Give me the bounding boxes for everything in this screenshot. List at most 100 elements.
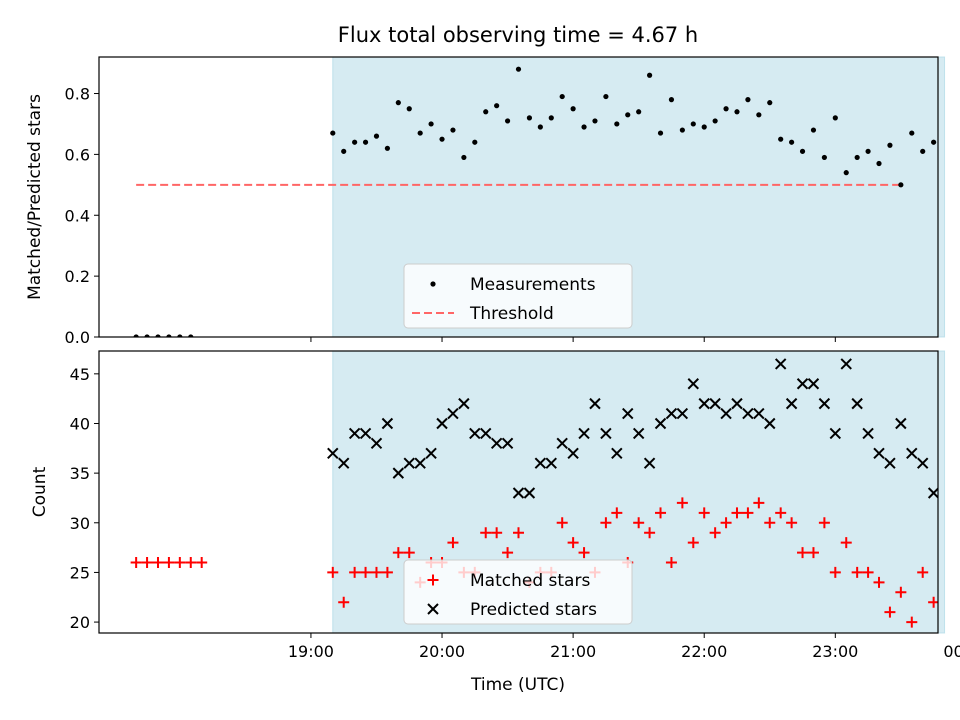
- predicted-stars-marker: [676, 407, 689, 420]
- predicted-stars-marker: [425, 447, 437, 459]
- measurement-point: [439, 136, 445, 142]
- measurement-point: [177, 334, 183, 337]
- y-axis-label: Matched/Predicted stars: [25, 94, 45, 300]
- matched-stars-marker: [928, 596, 938, 608]
- measurement-point: [832, 115, 838, 121]
- measurement-point: [603, 93, 609, 100]
- predicted-stars-marker: [480, 427, 492, 440]
- matched-stars-marker: [873, 576, 885, 588]
- matched-stars-marker: [491, 527, 503, 539]
- matched-stars-marker: [196, 557, 208, 568]
- predicted-stars-marker: [469, 427, 481, 440]
- x-tick-label: 22:00: [681, 642, 727, 661]
- predicted-stars-marker: [447, 407, 459, 420]
- matched-stars-marker: [895, 586, 907, 598]
- measurement-point: [636, 109, 642, 115]
- measurement-point: [756, 112, 762, 118]
- matched-stars-marker: [567, 537, 579, 549]
- measurement-point: [406, 106, 412, 112]
- measurement-point: [483, 109, 489, 115]
- predicted-stars-marker: [829, 427, 842, 440]
- predicted-stars-marker: [490, 437, 503, 450]
- matched-stars-marker: [687, 537, 699, 549]
- measurement-point: [614, 121, 620, 127]
- chart-title: Flux total observing time = 4.67 h: [338, 23, 698, 47]
- matched-stars-marker: [578, 547, 590, 559]
- matched-stars-marker: [360, 566, 372, 578]
- measurement-point: [559, 93, 565, 100]
- matched-stars-marker: [611, 507, 623, 519]
- predicted-stars-marker: [523, 487, 536, 499]
- measurement-point: [166, 334, 172, 337]
- plot-area: [133, 66, 937, 337]
- matched-stars-marker: [720, 517, 732, 529]
- measurement-point: [799, 148, 806, 154]
- predicted-stars-marker: [764, 417, 776, 430]
- matched-stars-marker: [862, 566, 874, 578]
- legend: Measurements Threshold: [403, 263, 633, 329]
- predicted-stars-marker: [534, 457, 547, 469]
- predicted-stars-marker: [327, 447, 339, 459]
- predicted-stars-marker: [403, 457, 415, 469]
- measurement-point: [450, 127, 456, 133]
- measurement-point: [384, 145, 391, 151]
- y-axis-label: Count: [30, 466, 50, 517]
- matched-stars-marker: [327, 566, 339, 578]
- measurement-point: [854, 154, 860, 161]
- matched-stars-marker: [753, 497, 765, 509]
- measurement-point: [931, 139, 937, 145]
- y-tick-label: 20: [70, 613, 90, 632]
- measurement-point: [625, 112, 631, 118]
- matched-stars-marker: [644, 527, 656, 539]
- matched-stars-marker: [152, 557, 164, 568]
- measurement-point: [712, 118, 718, 124]
- matched-stars-marker: [174, 557, 186, 568]
- predicted-stars-marker: [501, 437, 514, 450]
- predicted-stars-marker: [720, 407, 732, 420]
- measurement-point: [570, 106, 576, 112]
- measurement-point: [504, 118, 511, 124]
- x-tick-label: 23:00: [812, 642, 858, 661]
- predicted-stars-marker: [567, 447, 579, 459]
- measurement-point: [515, 66, 522, 72]
- measurement-point: [789, 139, 795, 145]
- legend-box: [403, 559, 633, 625]
- predicted-stars-marker: [753, 407, 765, 420]
- measurement-point: [898, 182, 904, 188]
- predicted-stars-marker: [906, 447, 918, 459]
- axes-frame: [98, 350, 939, 634]
- measurement-point: [494, 103, 500, 109]
- predicted-stars-marker: [873, 447, 885, 459]
- measurement-point: [461, 154, 467, 161]
- predicted-stars-marker: [643, 457, 656, 469]
- y-tick-label: 35: [70, 464, 90, 483]
- matched-stars-marker: [818, 517, 830, 529]
- measurement-point: [887, 142, 893, 148]
- x-tick-label: 19:00: [288, 642, 334, 661]
- matched-stars-marker: [633, 517, 645, 529]
- predicted-stars-marker: [698, 397, 710, 410]
- measurement-point: [734, 109, 740, 115]
- matched-stars-marker: [480, 527, 492, 539]
- predicted-stars-marker: [796, 378, 809, 390]
- predicted-stars-marker: [381, 417, 394, 430]
- matched-stars-marker: [338, 596, 350, 608]
- measurement-point: [909, 130, 915, 136]
- predicted-stars-marker: [862, 427, 874, 440]
- y-tick-label: 25: [70, 563, 90, 582]
- measurement-point: [657, 130, 664, 136]
- legend-box: [403, 263, 633, 329]
- matched-stars-marker: [447, 537, 459, 549]
- predicted-stars-marker: [512, 487, 525, 499]
- matched-stars-marker: [786, 517, 798, 529]
- matched-stars-marker: [709, 527, 721, 539]
- y-tick-label: 0.0: [65, 328, 90, 347]
- predicted-stars-marker: [742, 407, 754, 420]
- matched-stars-marker: [829, 566, 841, 578]
- predicted-stars-marker: [884, 457, 896, 469]
- matched-stars-marker: [775, 507, 787, 519]
- predicted-stars-marker: [731, 397, 743, 410]
- predicted-stars-marker: [632, 427, 645, 440]
- measurement-point: [155, 334, 161, 337]
- matched-stars-marker: [141, 557, 153, 568]
